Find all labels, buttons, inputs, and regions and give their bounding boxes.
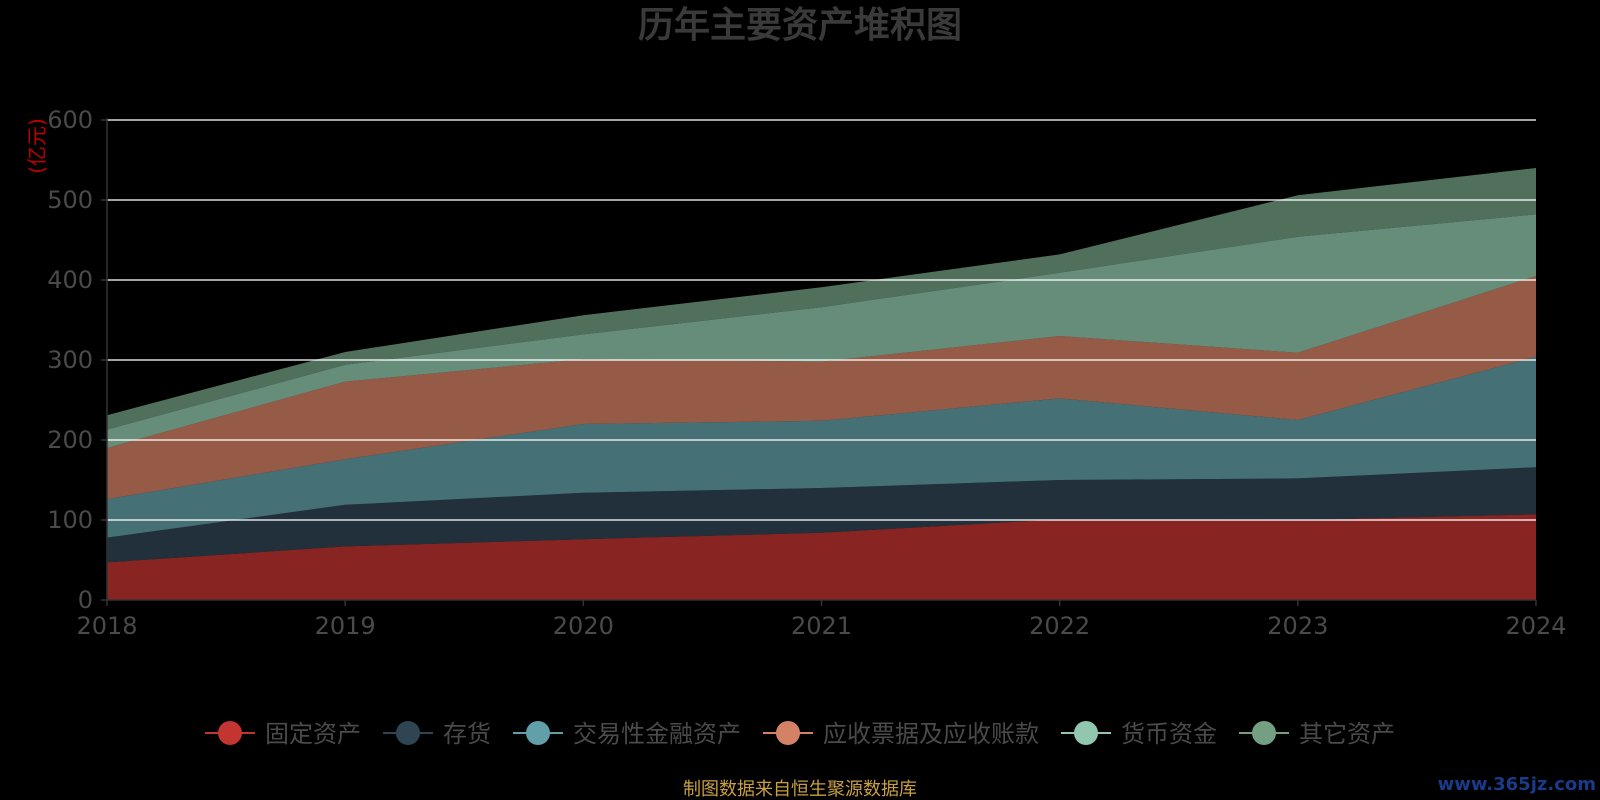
legend-label: 货币资金 [1121, 720, 1217, 748]
area-series-1 [107, 514, 1536, 600]
legend-marker [1074, 721, 1098, 745]
legend-marker [776, 721, 800, 745]
legend-item-5[interactable]: 货币资金 [1061, 720, 1217, 748]
x-tick-label-4: 2022 [1029, 612, 1090, 640]
y-tick-label-4: 400 [47, 266, 93, 294]
area-series-2 [107, 467, 1536, 563]
y-axis-unit: (亿元) [25, 118, 49, 174]
area-series-4 [107, 276, 1536, 500]
x-tick-label-5: 2023 [1267, 612, 1328, 640]
gridlines [107, 119, 1536, 521]
x-tick-label-2: 2020 [553, 612, 614, 640]
legend-label: 存货 [443, 720, 491, 748]
y-tick-label-1: 100 [47, 506, 93, 534]
legend-label: 应收票据及应收账款 [823, 720, 1039, 748]
area-series-6 [107, 168, 1536, 430]
legend: 固定资产 存货 交易性金融资产 应收票据及应收账款 货币资金 其它资产 [205, 720, 1395, 748]
legend-marker [526, 721, 550, 745]
area-series [107, 168, 1536, 600]
legend-marker [1252, 721, 1276, 745]
legend-label: 交易性金融资产 [573, 720, 741, 748]
legend-label: 其它资产 [1299, 720, 1395, 748]
legend-marker [396, 721, 420, 745]
y-tick-label-3: 300 [47, 346, 93, 374]
legend-label: 固定资产 [265, 720, 361, 748]
legend-item-3[interactable]: 交易性金融资产 [513, 720, 741, 748]
y-tick-label-0: 0 [78, 586, 93, 614]
legend-item-4[interactable]: 应收票据及应收账款 [763, 720, 1039, 748]
chart-title: 历年主要资产堆积图 [638, 5, 962, 46]
y-tick-label-6: 600 [47, 106, 93, 134]
axes: 0 100 200 300 400 500 600 2018 2019 2020 2021 2022 2… [47, 106, 1566, 640]
legend-marker [218, 721, 242, 745]
y-tick-label-5: 500 [47, 186, 93, 214]
data-source-note: 制图数据来自恒生聚源数据库 [683, 779, 917, 800]
legend-item-6[interactable]: 其它资产 [1239, 720, 1395, 748]
area-series-5 [107, 214, 1536, 448]
watermark-text: www.365jz.com [1438, 774, 1596, 795]
legend-item-2[interactable]: 存货 [383, 720, 491, 748]
y-tick-label-2: 200 [47, 426, 93, 454]
area-series-3 [107, 356, 1536, 538]
x-tick-label-1: 2019 [315, 612, 376, 640]
x-tick-label-6: 2024 [1505, 612, 1566, 640]
x-tick-label-3: 2021 [791, 612, 852, 640]
legend-item-1[interactable]: 固定资产 [205, 720, 361, 748]
x-tick-label-0: 2018 [76, 612, 137, 640]
